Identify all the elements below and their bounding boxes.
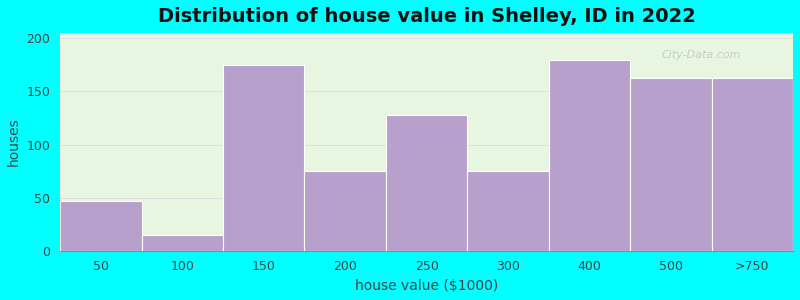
- Bar: [712, 78, 793, 251]
- Bar: [630, 78, 712, 251]
- Bar: [467, 171, 549, 251]
- X-axis label: house value ($1000): house value ($1000): [355, 279, 498, 293]
- Bar: [142, 235, 223, 251]
- Bar: [223, 65, 305, 251]
- Bar: [60, 201, 142, 251]
- Title: Distribution of house value in Shelley, ID in 2022: Distribution of house value in Shelley, …: [158, 7, 695, 26]
- Bar: [386, 115, 467, 251]
- Bar: [549, 60, 630, 251]
- Bar: [305, 171, 386, 251]
- Text: City-Data.com: City-Data.com: [661, 50, 741, 61]
- Y-axis label: houses: houses: [7, 118, 21, 166]
